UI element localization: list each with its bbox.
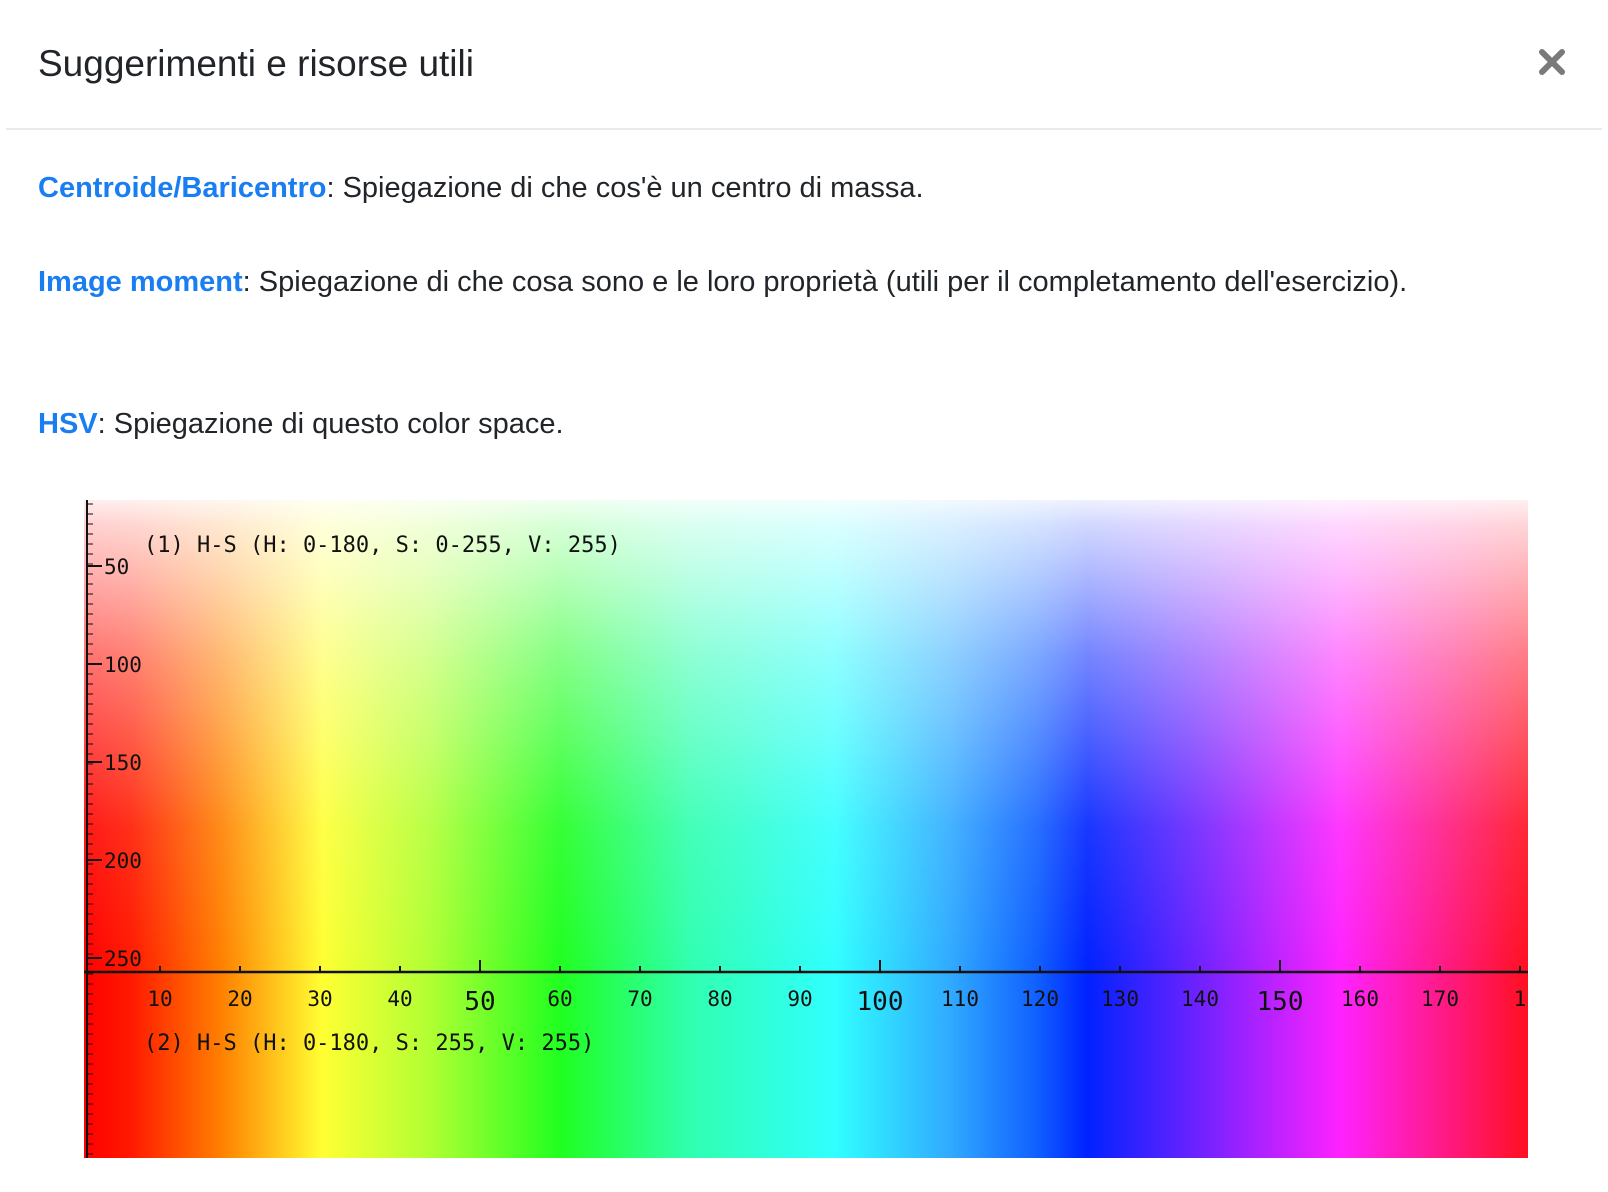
close-icon — [1539, 49, 1565, 75]
saturation-overlay — [84, 500, 1528, 972]
y-tick-label: 50 — [104, 555, 129, 579]
x-tick-label: 120 — [1021, 987, 1059, 1011]
y-tick-label: 200 — [104, 849, 142, 873]
close-button[interactable] — [1530, 40, 1574, 84]
x-tick-label: 40 — [387, 987, 412, 1011]
modal-title: Suggerimenti e risorse utili — [38, 43, 474, 84]
centroid-description: : Spiegazione di che cos'è un centro di … — [326, 172, 924, 204]
modal-header: Suggerimenti e risorse utili — [6, 0, 1602, 130]
hsv-link[interactable]: HSV — [38, 408, 98, 440]
figure-label-bottom: (2) H-S (H: 0-180, S: 255, V: 255) — [144, 1031, 594, 1056]
y-tick-label: 150 — [104, 751, 142, 775]
resource-item-image-moment: Image moment: Spiegazione di che cosa so… — [38, 258, 1458, 306]
hue-strip — [84, 972, 1528, 1158]
x-tick-label: 60 — [547, 987, 572, 1011]
x-tick-label: 90 — [787, 987, 812, 1011]
image-moment-link[interactable]: Image moment — [38, 266, 243, 298]
x-tick-label: 170 — [1421, 987, 1459, 1011]
hsv-color-space-image: 10 20 30 40 50 60 70 80 90 100 110 120 130 140 150 160 1… — [84, 500, 1528, 1158]
hsv-description: : Spiegazione di questo color space. — [97, 408, 564, 440]
image-moment-description: : Spiegazione di che cosa sono e le loro… — [242, 266, 1408, 298]
y-tick-label: 100 — [104, 653, 142, 677]
y-tick-label: 250 — [104, 947, 142, 971]
x-axis-ticks — [159, 960, 1521, 972]
resource-item-centroid: Centroide/Baricentro: Spiegazione di che… — [38, 164, 924, 212]
x-tick-label: 80 — [707, 987, 732, 1011]
x-tick-label: 1 — [1514, 987, 1527, 1011]
x-tick-label: 150 — [1257, 987, 1304, 1017]
x-tick-label: 130 — [1101, 987, 1139, 1011]
x-tick-label: 110 — [941, 987, 979, 1011]
x-tick-label: 10 — [147, 987, 172, 1011]
x-tick-label: 140 — [1181, 987, 1219, 1011]
x-tick-label: 30 — [307, 987, 332, 1011]
left-axis — [86, 500, 102, 1158]
x-tick-label: 50 — [464, 987, 495, 1017]
centroid-link[interactable]: Centroide/Baricentro — [38, 172, 327, 204]
figure-label-top: (1) H-S (H: 0-180, S: 0-255, V: 255) — [144, 533, 621, 558]
x-tick-label: 20 — [227, 987, 252, 1011]
x-axis-labels: 10 20 30 40 50 60 70 80 90 100 110 120 130 140 150 160 1… — [147, 987, 1526, 1017]
y-axis-labels: 50 100 150 200 250 — [104, 555, 142, 971]
x-tick-label: 70 — [627, 987, 652, 1011]
x-tick-label: 160 — [1341, 987, 1379, 1011]
resource-item-hsv: HSV: Spiegazione di questo color space. — [38, 400, 564, 448]
x-tick-label: 100 — [857, 987, 904, 1017]
